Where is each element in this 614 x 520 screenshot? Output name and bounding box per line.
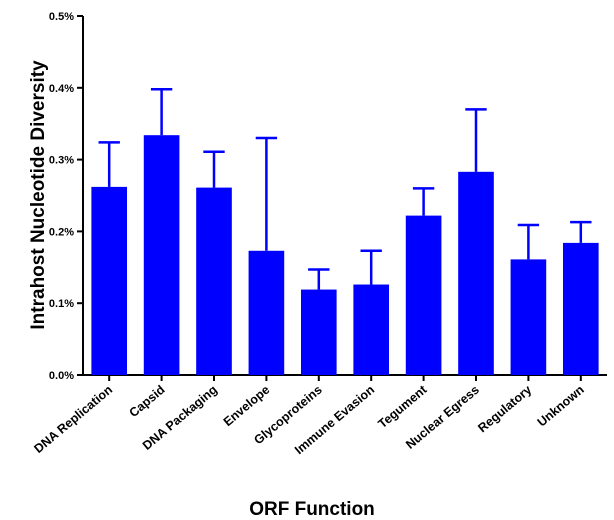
y-tick-label: 0.0% — [49, 370, 74, 382]
bar — [91, 186, 128, 375]
y-axis — [77, 15, 84, 376]
bar — [196, 187, 232, 375]
y-tick-label: 0.2% — [49, 226, 74, 238]
bar — [353, 284, 390, 375]
bar — [248, 250, 285, 375]
y-tick-label: 0.1% — [49, 298, 74, 310]
y-tick-label: 0.3% — [49, 155, 74, 167]
bar — [562, 242, 599, 375]
x-axis — [83, 374, 607, 381]
y-tick-label: 0.5% — [49, 11, 74, 23]
x-axis-title: ORF Function — [249, 499, 375, 520]
bar — [300, 289, 337, 375]
x-tick-label: Regulatory — [475, 383, 534, 436]
bar — [510, 259, 547, 375]
error-bars — [98, 87, 592, 290]
bars — [91, 135, 599, 375]
bar — [405, 215, 442, 375]
y-axis-title: Intrahost Nucleotide Diversity — [28, 60, 49, 330]
y-tick-label: 0.4% — [49, 83, 74, 95]
x-tick-label: Unknown — [535, 383, 587, 430]
x-tick-label: DNA Replication — [31, 383, 115, 456]
x-tick-label: Capsid — [127, 383, 168, 421]
x-tick-label: Envelope — [221, 383, 273, 429]
bar — [143, 135, 180, 375]
x-tick-label: Tegument — [375, 382, 430, 431]
bar — [458, 171, 494, 375]
